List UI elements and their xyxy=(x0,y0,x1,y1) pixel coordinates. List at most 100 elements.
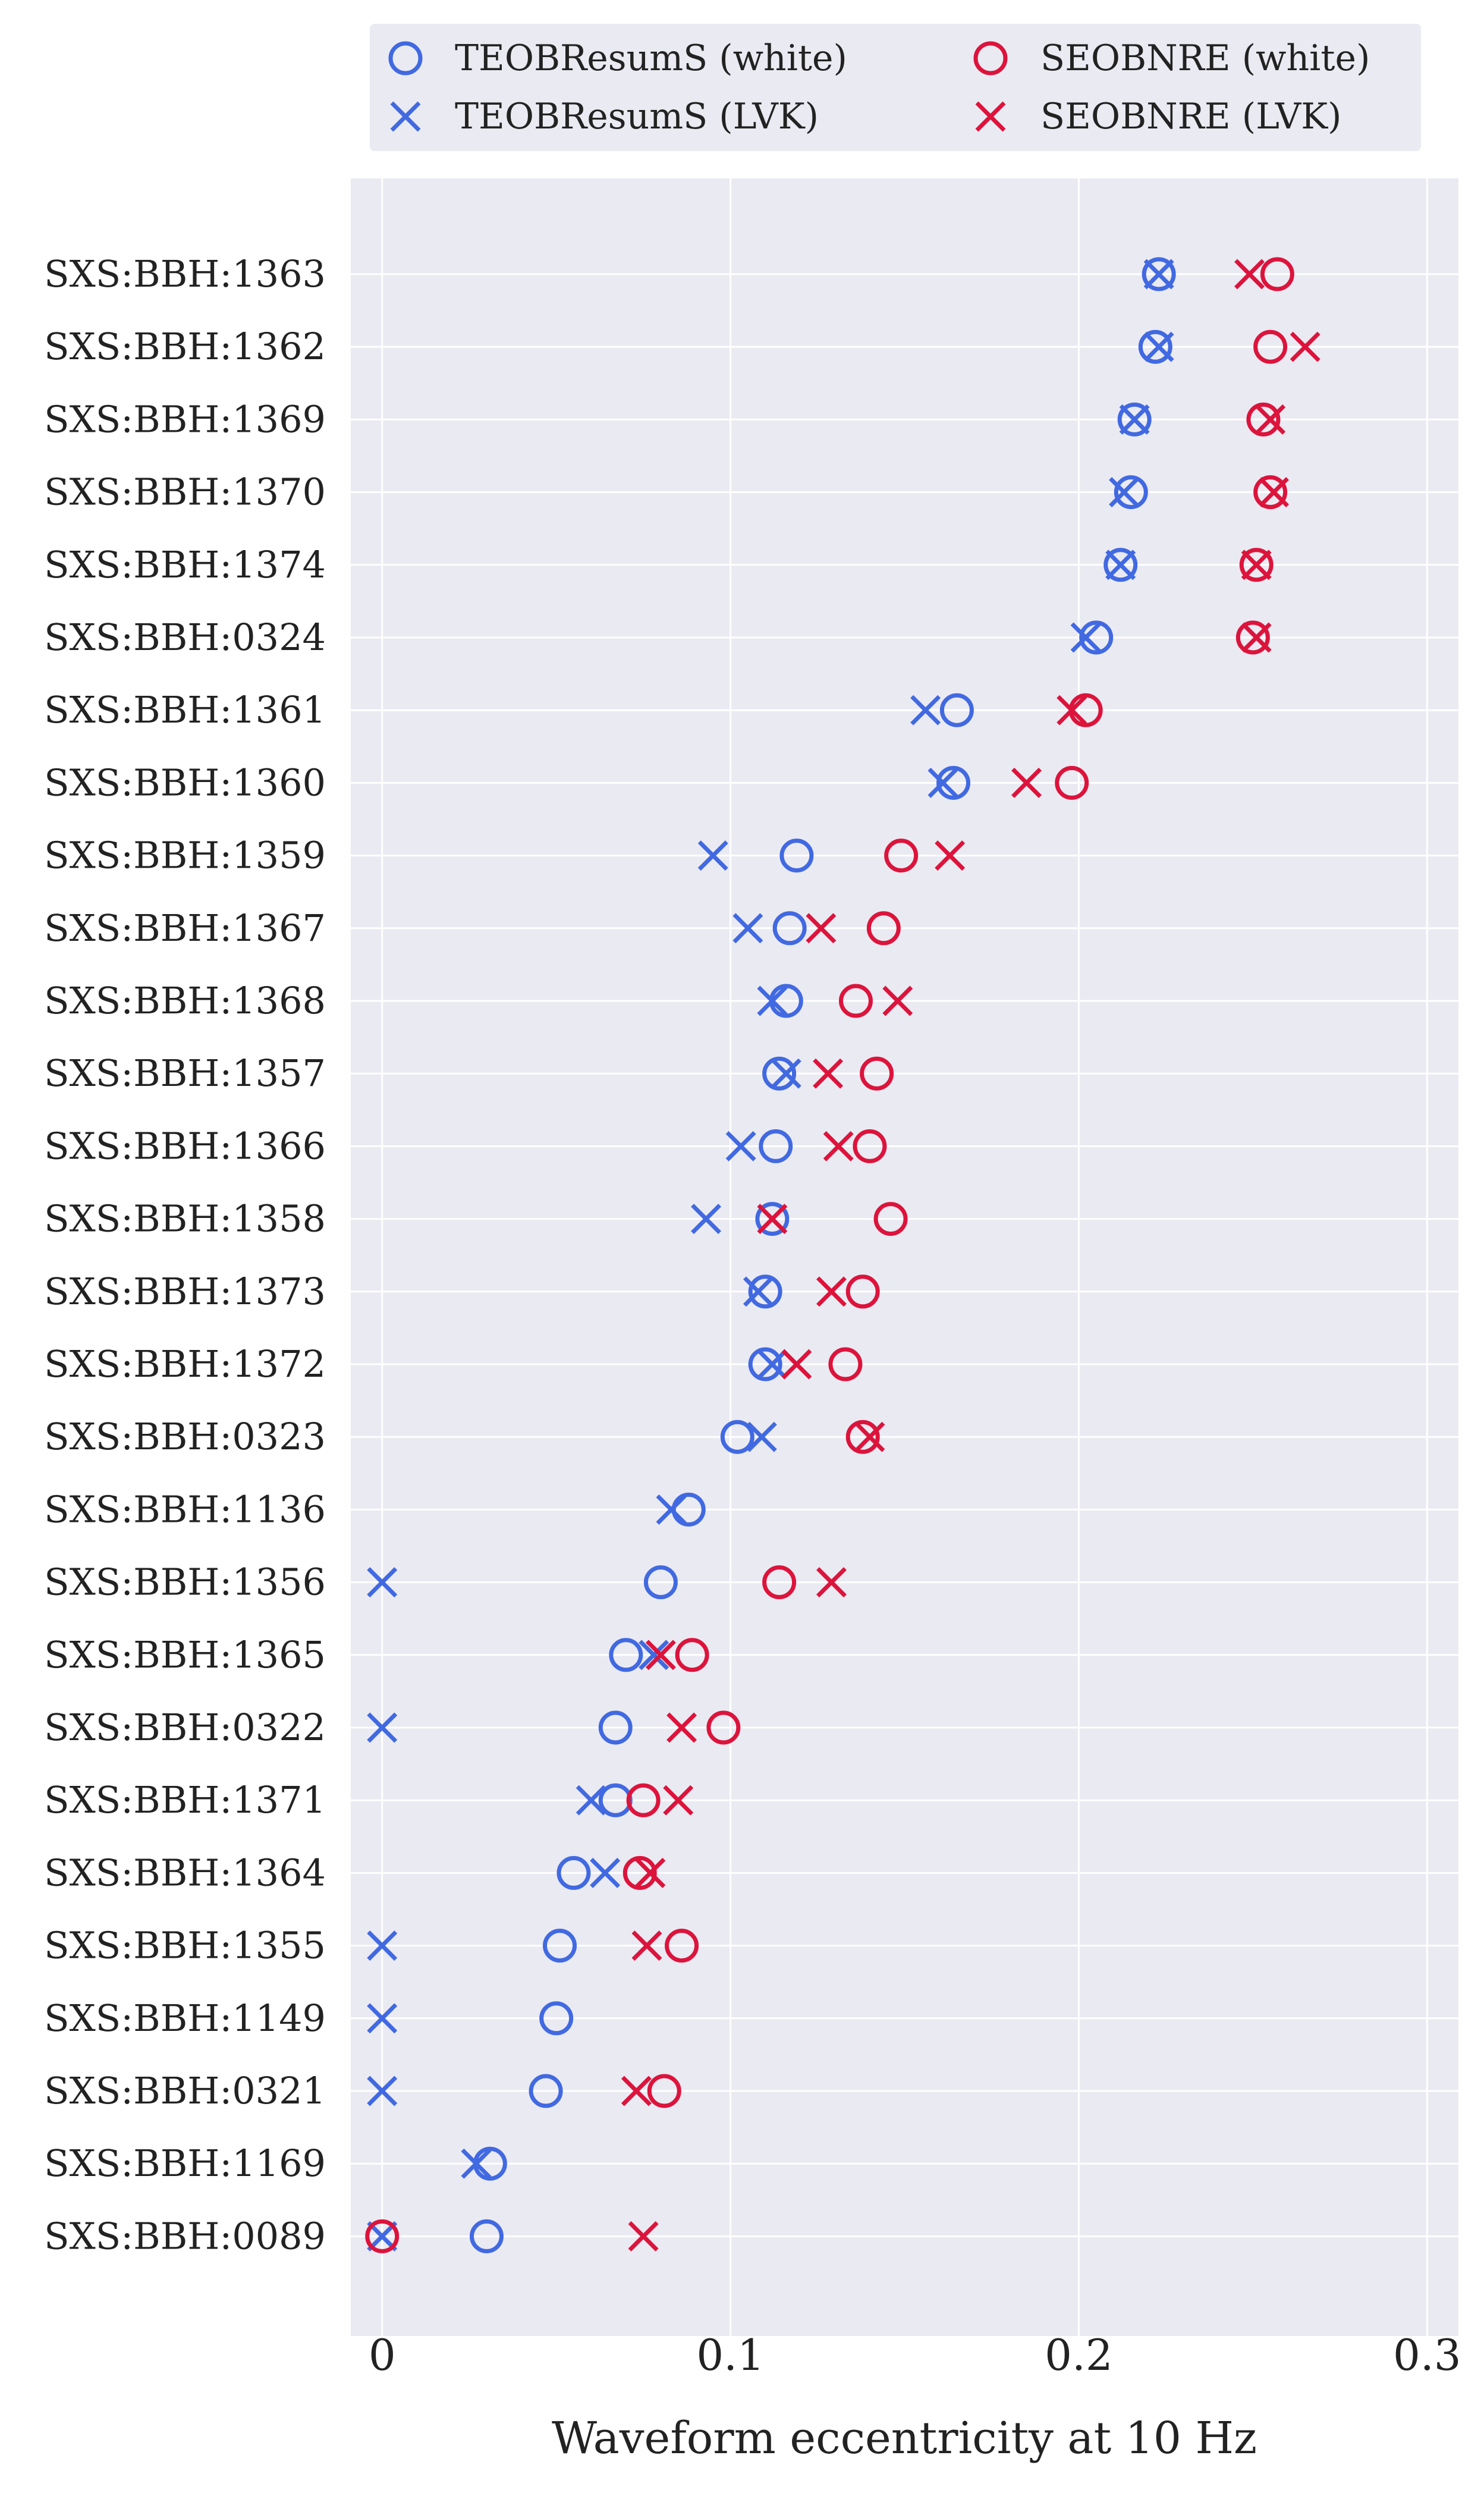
point-seobnre-lvk-stroke xyxy=(631,1930,662,1961)
y-tick-label: SXS:BBH:1363 xyxy=(44,252,326,296)
point-seobnre-white xyxy=(828,1347,863,1381)
point-teobresums-white xyxy=(939,693,974,727)
x-tick-label: 0.1 xyxy=(696,2330,765,2380)
point-seobnre-white xyxy=(665,1929,699,1963)
point-teobresums-lvk-stroke xyxy=(1070,622,1101,653)
point-teobresums-lvk xyxy=(746,1421,777,1452)
y-tick-label: SXS:BBH:1356 xyxy=(44,1561,326,1604)
point-teobresums-white xyxy=(1138,329,1172,364)
legend-label: TEOBResumS (LVK) xyxy=(455,96,819,137)
point-seobnre-white xyxy=(762,1565,797,1600)
y-tick-label: SXS:BBH:1370 xyxy=(44,470,326,514)
point-teobresums-lvk xyxy=(743,1276,774,1307)
point-teobresums-lvk xyxy=(725,1131,756,1161)
point-teobresums-lvk xyxy=(367,2003,398,2034)
point-teobresums-lvk-stroke xyxy=(367,2076,398,2106)
point-teobresums-lvk-stroke xyxy=(1105,550,1136,580)
plot-area xyxy=(351,178,1458,2336)
point-seobnre-lvk-stroke xyxy=(1011,767,1042,798)
point-teobresums-lvk-stroke xyxy=(367,1567,398,1598)
y-tick-label: SXS:BBH:1357 xyxy=(44,1051,326,1095)
point-teobresums-lvk xyxy=(656,1494,687,1525)
point-seobnre-lvk xyxy=(1259,477,1289,508)
point-teobresums-white xyxy=(556,1855,591,1890)
point-seobnre-lvk xyxy=(823,1131,854,1161)
point-seobnre-white xyxy=(1253,329,1288,364)
point-seobnre-lvk-stroke xyxy=(1234,259,1265,290)
y-tick-label: SXS:BBH:1365 xyxy=(44,1633,326,1676)
point-seobnre-lvk-stroke xyxy=(757,1204,788,1235)
y-tick-label: SXS:BBH:0322 xyxy=(44,1706,326,1749)
point-teobresums-lvk xyxy=(367,2076,398,2106)
point-seobnre-white xyxy=(626,1783,661,1817)
x-tick-label: 0 xyxy=(369,2330,396,2380)
point-teobresums-lvk-stroke xyxy=(576,1785,606,1816)
point-seobnre-lvk xyxy=(645,1640,676,1671)
y-tick-label: SXS:BBH:1372 xyxy=(44,1342,326,1386)
point-seobnre-lvk-stroke xyxy=(816,1567,847,1598)
x-tick-label: 0.3 xyxy=(1393,2330,1461,2380)
point-seobnre-lvk xyxy=(1241,550,1272,580)
point-seobnre-lvk xyxy=(806,913,837,944)
point-teobresums-white xyxy=(469,2219,504,2253)
point-teobresums-lvk-stroke xyxy=(1109,477,1140,508)
point-teobresums-lvk xyxy=(639,1640,669,1671)
point-teobresums-lvk xyxy=(928,767,958,798)
y-tick-label: SXS:BBH:1358 xyxy=(44,1197,326,1241)
point-seobnre-lvk xyxy=(854,1421,885,1452)
point-seobnre-lvk-stroke xyxy=(854,1421,885,1452)
legend-marker-teobresums-white xyxy=(388,41,423,76)
point-teobresums-lvk xyxy=(367,1712,398,1743)
point-seobnre-lvk-stroke xyxy=(645,1640,676,1671)
point-teobresums-lvk-stroke xyxy=(367,1712,398,1743)
point-seobnre-lvk xyxy=(663,1785,694,1816)
y-tick-label: SXS:BBH:1136 xyxy=(44,1487,326,1531)
point-seobnre-lvk xyxy=(628,2221,659,2252)
x-axis-title: Waveform eccentricity at 10 Hz xyxy=(552,2413,1257,2464)
legend-marker-teobresums-lvk xyxy=(390,101,421,132)
y-tick-label: SXS:BBH:1169 xyxy=(44,2142,326,2185)
point-seobnre-lvk-stroke xyxy=(806,913,837,944)
point-teobresums-lvk-stroke xyxy=(757,1349,788,1380)
point-seobnre-lvk xyxy=(882,985,913,1016)
y-tick-label: SXS:BBH:0324 xyxy=(44,616,326,659)
point-seobnre-white xyxy=(884,839,919,873)
y-tick-label: SXS:BBH:1367 xyxy=(44,906,326,950)
point-seobnre-lvk-stroke xyxy=(1259,477,1289,508)
point-seobnre-white xyxy=(1055,765,1089,800)
point-teobresums-lvk xyxy=(1070,622,1101,653)
y-tick-label: SXS:BBH:1362 xyxy=(44,325,326,368)
legend-label: SEOBNRE (LVK) xyxy=(1040,96,1341,137)
y-tick-label: SXS:BBH:0089 xyxy=(44,2214,326,2257)
y-tick-label: SXS:BBH:1369 xyxy=(44,397,326,441)
point-teobresums-lvk-stroke xyxy=(771,1058,801,1089)
point-seobnre-lvk-stroke xyxy=(781,1349,812,1380)
gridlines xyxy=(351,178,1458,2336)
point-seobnre-lvk xyxy=(1290,331,1320,362)
legend-label: SEOBNRE (white) xyxy=(1040,37,1370,79)
point-teobresums-white xyxy=(720,1420,754,1454)
point-teobresums-lvk-stroke xyxy=(656,1494,687,1525)
point-seobnre-lvk xyxy=(1011,767,1042,798)
x-tick-label: 0.2 xyxy=(1045,2330,1113,2380)
y-tick-label: SXS:BBH:1355 xyxy=(44,1924,326,1967)
data-marks xyxy=(365,257,1320,2253)
point-seobnre-white xyxy=(706,1710,741,1745)
y-tick-label: SXS:BBH:1361 xyxy=(44,688,326,731)
y-tick-label: SXS:BBH:1374 xyxy=(44,543,326,586)
point-teobresums-white xyxy=(1142,257,1176,291)
point-teobresums-lvk-stroke xyxy=(910,695,941,726)
legend-box xyxy=(370,24,1421,151)
point-teobresums-white xyxy=(598,1710,633,1745)
point-seobnre-white xyxy=(1246,402,1281,437)
point-teobresums-white xyxy=(1117,402,1152,437)
point-seobnre-white xyxy=(1260,257,1294,291)
point-seobnre-lvk-stroke xyxy=(1241,550,1272,580)
point-teobresums-white xyxy=(1103,548,1138,582)
point-teobresums-white xyxy=(609,1638,643,1672)
point-seobnre-lvk xyxy=(816,1567,847,1598)
point-seobnre-lvk xyxy=(781,1349,812,1380)
point-teobresums-lvk xyxy=(590,1857,621,1888)
point-teobresums-lvk xyxy=(757,985,788,1016)
